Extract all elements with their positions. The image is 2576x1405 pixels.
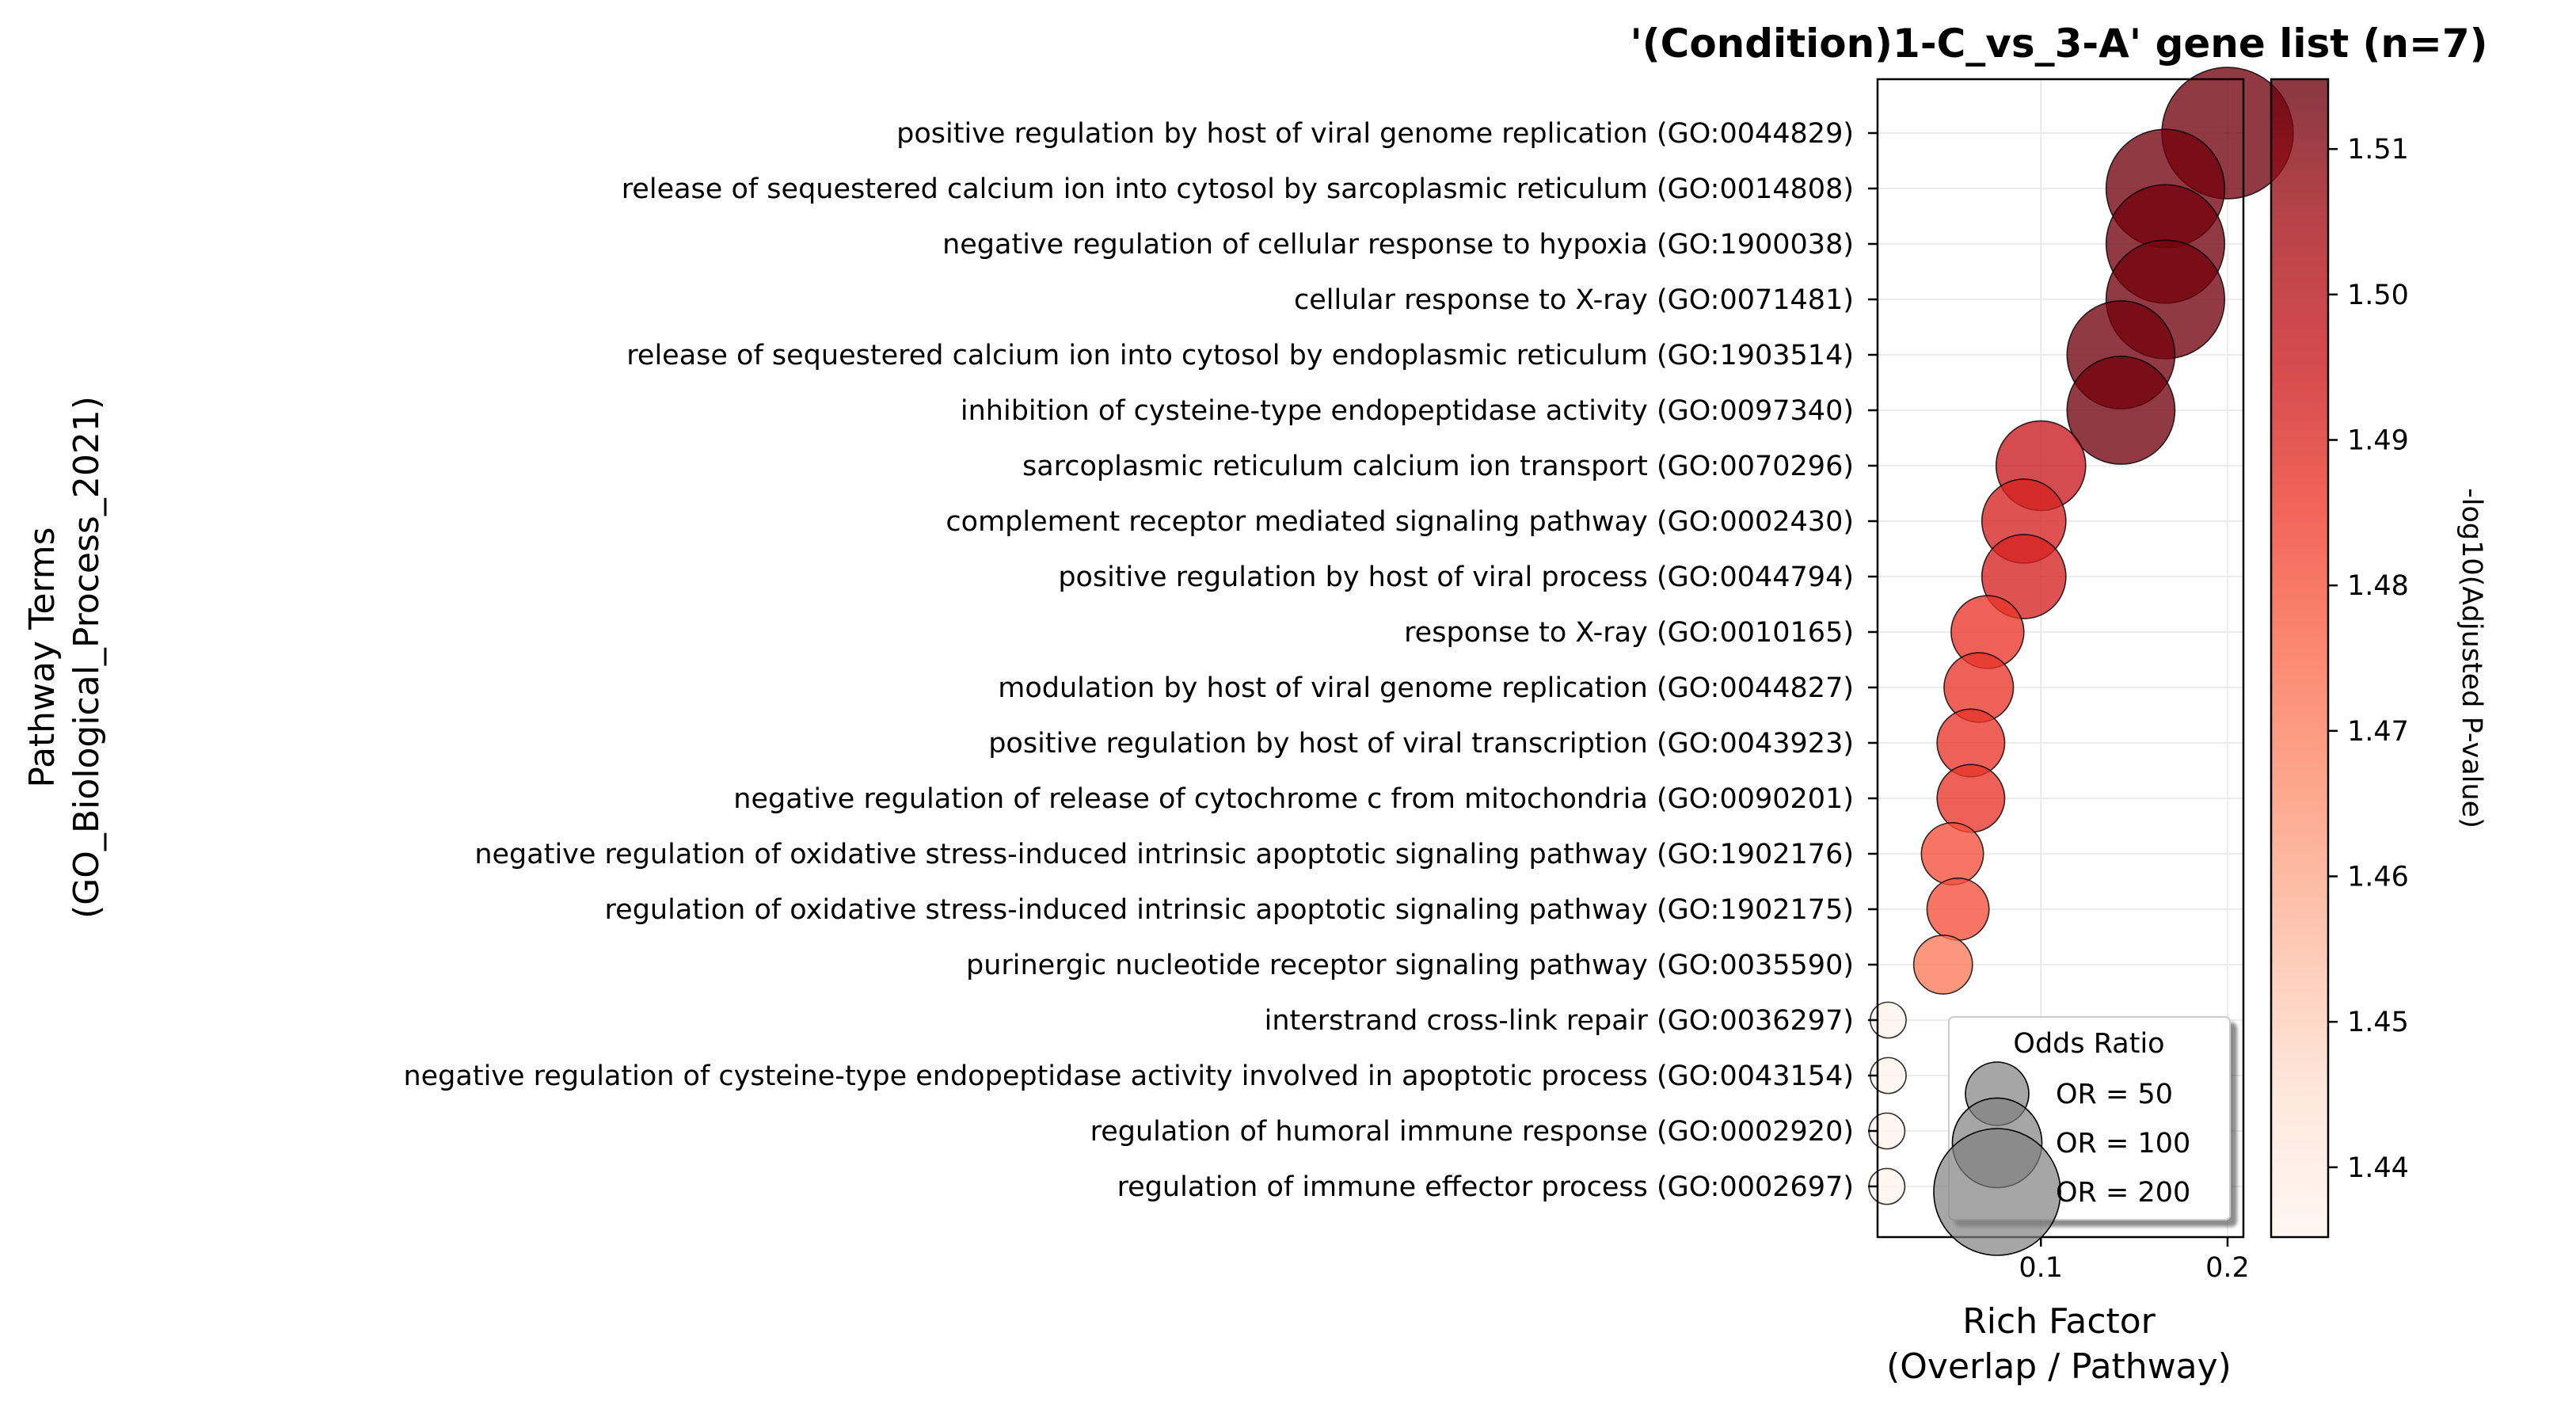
colorbar-fill (2270, 78, 2330, 1239)
pathway-term-label: positive regulation by host of viral gen… (896, 118, 1854, 150)
colorbar: -log10(Adjusted P-value) 1.44 1.45 1.46 1.4… (2270, 78, 2487, 1239)
y-axis-title-line1: Pathway Terms (22, 527, 63, 787)
pathway-term-label: positive regulation by host of viral pro… (1058, 562, 1854, 593)
pathway-term-label: release of sequestered calcium ion into … (626, 340, 1854, 371)
pathway-point (1920, 822, 1984, 885)
pathway-term-label: inhibition of cysteine-type endopeptidas… (961, 395, 1854, 427)
pathway-term-label: regulation of immune effector process (G… (1117, 1171, 1854, 1203)
pathway-term-label: release of sequestered calcium ion into … (622, 173, 1854, 205)
x-tick-labels: 0.1 0.2 (2019, 1237, 2250, 1284)
pathway-term-label: complement receptor mediated signaling p… (946, 506, 1854, 538)
colorbar-tick-label: 1.45 (2347, 1007, 2409, 1038)
colorbar-tick-label: 1.47 (2347, 716, 2409, 748)
legend-marker (1933, 1128, 2061, 1256)
pathway-term-label: regulation of humoral immune response (G… (1090, 1116, 1854, 1148)
x-tick-label: 0.1 (2019, 1252, 2063, 1284)
x-tick-label: 0.2 (2205, 1252, 2250, 1284)
pathway-term-label: negative regulation of cysteine-type end… (403, 1060, 1854, 1092)
legend-label: OR = 50 (2056, 1079, 2173, 1110)
colorbar-tick-label: 1.51 (2347, 134, 2409, 166)
pathway-point (1936, 763, 2006, 833)
legend-label: OR = 100 (2056, 1128, 2190, 1159)
pathway-term-label: negative regulation of cellular response… (942, 229, 1854, 261)
colorbar-tick-label: 1.49 (2347, 425, 2409, 456)
x-axis-title-line1: Rich Factor (1962, 1301, 2156, 1342)
points (1868, 67, 2294, 1205)
y-tick-labels: positive regulation by host of viral gen… (403, 118, 1878, 1203)
plot-frame (1876, 78, 2245, 1239)
x-axis-title-line2: (Overlap / Pathway) (1886, 1346, 2232, 1387)
pathway-point (1912, 935, 1973, 995)
odds-ratio-legend: Odds Ratio OR = 50 OR = 100 OR = 200 (1933, 1016, 2231, 1256)
pathway-term-label: response to X-ray (GO:0010165) (1404, 617, 1854, 649)
pathway-term-label: sarcoplasmic reticulum calcium ion trans… (1022, 451, 1854, 482)
pathway-point (1926, 878, 1990, 941)
pathway-term-label: regulation of oxidative stress-induced i… (605, 894, 1854, 926)
pathway-term-label: negative regulation of release of cytoch… (733, 783, 1854, 815)
pathway-term-label: modulation by host of viral genome repli… (998, 672, 1854, 704)
legend-title: Odds Ratio (2013, 1028, 2164, 1060)
y-axis-title-line2: (GO_Biological_Process_2021) (67, 396, 107, 919)
colorbar-tick-label: 1.50 (2347, 280, 2409, 311)
pathway-term-label: interstrand cross-link repair (GO:003629… (1265, 1005, 1854, 1037)
pathway-term-label: positive regulation by host of viral tra… (988, 728, 1854, 760)
colorbar-tick-label: 1.48 (2347, 570, 2409, 602)
chart-title: '(Condition)1-C_vs_3-A' gene list (n=7) (1630, 21, 2487, 67)
colorbar-tick-label: 1.46 (2347, 862, 2409, 893)
colorbar-tick-label: 1.44 (2347, 1152, 2409, 1184)
pathway-term-label: purinergic nucleotide receptor signaling… (966, 950, 1854, 981)
pathway-point (1981, 534, 2067, 619)
pathway-point (2066, 356, 2176, 465)
colorbar-title: -log10(Adjusted P-value) (2456, 488, 2487, 828)
legend-label: OR = 200 (2056, 1177, 2190, 1209)
pathway-term-label: cellular response to X-ray (GO:0071481) (1294, 284, 1854, 316)
pathway-term-label: negative regulation of oxidative stress-… (474, 839, 1854, 870)
